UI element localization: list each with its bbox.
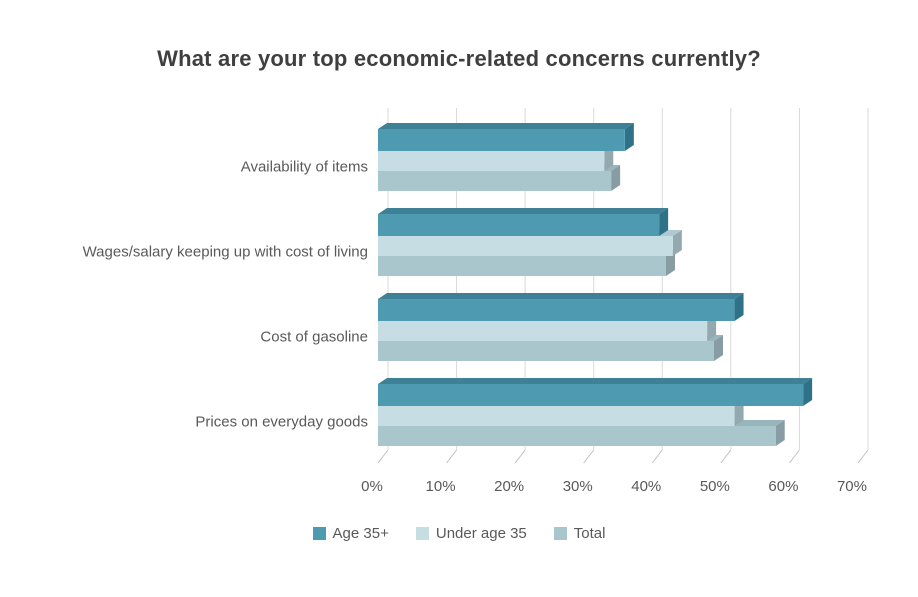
axis-ticks	[377, 449, 869, 464]
x-axis-tick-label: 70%	[836, 478, 867, 495]
bar-0-2	[378, 293, 744, 321]
legend-swatch-underage35	[415, 527, 429, 540]
legend-swatch-age35plus	[312, 527, 326, 540]
bar-0-1	[378, 208, 669, 236]
category-label-gasoline: Cost of gasoline	[260, 328, 368, 346]
category-label-prices: Prices on everyday goods	[195, 413, 368, 431]
legend-label: Age 35+	[332, 525, 389, 542]
legend-label: Total	[573, 525, 606, 542]
chart-title: What are your top economic-related conce…	[157, 46, 761, 71]
x-axis-tick-label: 0%	[361, 478, 383, 495]
legend: Age 35+ Under age 35 Total	[0, 525, 918, 542]
x-axis-tick-label: 10%	[425, 478, 456, 495]
legend-item-age35plus: Age 35+	[312, 525, 389, 542]
category-label-wages: Wages/salary keeping up with cost of liv…	[82, 243, 368, 261]
legend-swatch-total	[553, 527, 567, 540]
x-axis-tick-label: 50%	[699, 478, 730, 495]
x-axis-tick-label: 40%	[631, 478, 662, 495]
legend-item-total: Total	[553, 525, 606, 542]
legend-label: Under age 35	[435, 525, 527, 542]
bar-0-0	[378, 123, 634, 151]
category-label-availability: Availability of items	[240, 158, 368, 176]
bar-0-3	[378, 378, 813, 406]
x-axis-tick-label: 30%	[562, 478, 593, 495]
x-axis-tick-label: 20%	[494, 478, 525, 495]
legend-item-underage35: Under age 35	[415, 525, 527, 542]
x-axis-tick-label: 60%	[768, 478, 799, 495]
